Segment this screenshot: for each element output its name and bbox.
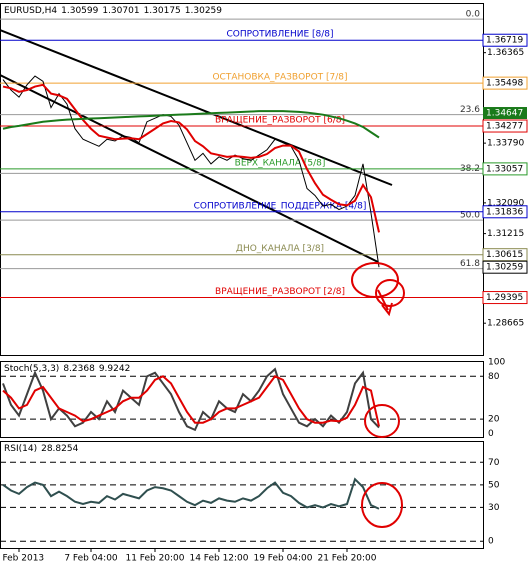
y-tick-label: 0 <box>488 537 494 547</box>
y-tick-label: 20 <box>488 415 500 425</box>
indicator: Stoch(5,3,3) <box>4 364 59 374</box>
channel-line <box>0 29 393 186</box>
high: 1.30701 <box>102 6 139 16</box>
fib-label: 0.0 <box>466 10 481 20</box>
series-line <box>2 375 380 427</box>
level-label: ОСТАНОВКА_РАЗВОРОТ [7/8] <box>212 73 347 83</box>
fib-label: 61.8 <box>460 259 480 269</box>
y-tick-label: 50 <box>488 480 500 490</box>
y-tick-label: 0 <box>488 429 494 439</box>
series-line <box>2 75 380 268</box>
rsi-panel <box>0 441 484 549</box>
level-label: СОПРОТИВЛЕНИЕ_ПОДДЕРЖКА [4/8] <box>194 201 367 211</box>
y-tick-label: 30 <box>488 503 500 513</box>
y-tick-label: 80 <box>488 372 500 382</box>
level-value: 1.34277 <box>486 122 523 132</box>
x-tick-label: 14 Feb 12:00 <box>189 554 248 564</box>
level-box <box>482 205 528 219</box>
close: 1.30259 <box>185 6 222 16</box>
stoch-panel <box>0 361 484 438</box>
level-label: ВЕРХ_КАНАЛА [5/8] <box>235 158 326 168</box>
rsi-header: RSI(14) 28.8254 <box>4 444 79 454</box>
y-tick-label: 1.31215 <box>487 229 524 239</box>
level-value: 1.29395 <box>486 293 523 303</box>
value: 28.8254 <box>41 444 78 454</box>
highlight-circle <box>351 262 399 298</box>
price-marker <box>482 260 528 274</box>
value: 9.9242 <box>99 364 131 374</box>
level-value: 1.33057 <box>486 164 523 174</box>
y-tick-label: 1.36365 <box>487 48 524 58</box>
fib-label: 23.6 <box>460 105 480 115</box>
x-tick-label: 11 Feb 20:00 <box>125 554 184 564</box>
fib-label: 50.0 <box>460 211 480 221</box>
level-value: 1.35498 <box>486 79 523 89</box>
price-header: EURUSD,H4 1.30599 1.30701 1.30175 1.30259 <box>4 6 222 16</box>
level-label: ДНО_КАНАЛА [3/8] <box>236 244 324 254</box>
y-tick-label: 1.28665 <box>487 319 524 329</box>
level-label: СОПРОТИВЛЕНИЕ [8/8] <box>226 30 333 40</box>
level-box <box>482 248 528 262</box>
price-marker <box>483 107 527 120</box>
x-tick-label: 4 Feb 2013 <box>0 554 44 564</box>
series-line <box>2 367 380 432</box>
highlight-circle <box>375 279 405 307</box>
value: 8.2368 <box>63 364 95 374</box>
level-value: 1.31836 <box>486 207 523 217</box>
symbol: EURUSD,H4 <box>4 6 57 16</box>
level-box <box>482 162 528 176</box>
indicator: RSI(14) <box>4 444 37 454</box>
x-tick-label: 7 Feb 04:00 <box>64 554 118 564</box>
open: 1.30599 <box>61 6 98 16</box>
stoch-header: Stoch(5,3,3) 8.2368 9.9242 <box>4 364 130 374</box>
level-value: 1.30615 <box>486 250 523 260</box>
level-label: ВРАЩЕНИЕ_РАЗВОРОТ [2/8] <box>215 287 345 297</box>
series-line <box>2 83 380 233</box>
price-marker-label: 1.30259 <box>486 263 523 273</box>
low: 1.30175 <box>144 6 181 16</box>
level-label: ВРАЩЕНИЕ_РАЗВОРОТ [6/8] <box>215 116 345 126</box>
y-tick-label: 1.33790 <box>487 139 524 149</box>
x-tick-label: 21 Feb 20:00 <box>317 554 376 564</box>
y-tick-label: 70 <box>488 458 500 468</box>
y-tick-label: 100 <box>488 358 505 368</box>
highlight-circle <box>364 404 400 438</box>
level-box <box>482 119 528 133</box>
level-box <box>482 291 528 305</box>
plot-layer: 1.36365 1.33790 1.32090 1.31215 1.28665 0.0 23… <box>0 10 528 564</box>
series-line <box>2 477 380 510</box>
price-panel <box>0 3 484 356</box>
level-value: 1.36719 <box>486 36 523 46</box>
arrow <box>377 289 389 311</box>
series-line <box>2 110 380 139</box>
level-box <box>482 33 528 47</box>
highlight-circle <box>361 482 403 528</box>
x-tick-label: 19 Feb 04:00 <box>253 554 312 564</box>
y-tick-label: 1.32090 <box>487 198 524 208</box>
level-box <box>482 76 528 90</box>
price-marker-label: 1.34647 <box>486 109 523 119</box>
